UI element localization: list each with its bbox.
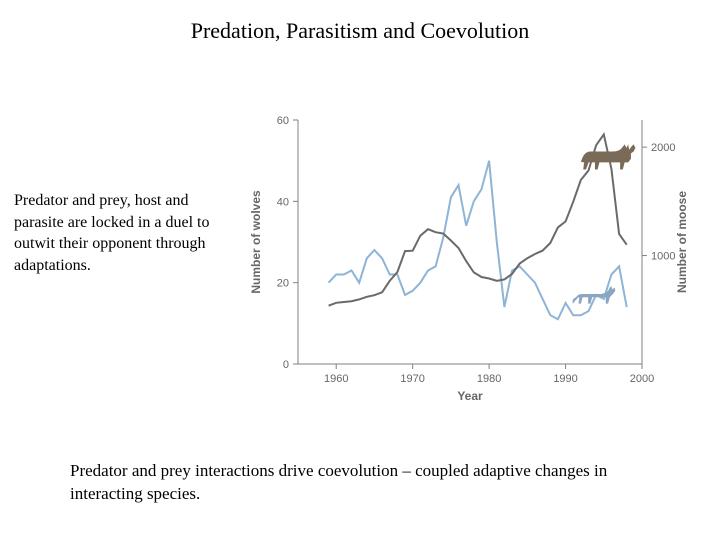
x-axis-label: Year xyxy=(457,389,483,403)
y-right-tick-label: 2000 xyxy=(651,142,675,154)
y-left-tick-label: 0 xyxy=(283,359,289,371)
side-paragraph: Predator and prey, host and parasite are… xyxy=(14,190,224,276)
y-right-tick-label: 1000 xyxy=(651,251,675,263)
y-left-tick-label: 20 xyxy=(277,278,289,290)
y-left-axis-label: Number of wolves xyxy=(249,190,263,294)
x-tick-label: 1980 xyxy=(477,373,501,385)
population-chart: 1960 1970 1980 1990 2000 Year 0 20 40 60 Number of… xyxy=(240,100,700,410)
slide-page: Predation, Parasitism and Coevolution Pr… xyxy=(0,0,720,540)
bottom-paragraph: Predator and prey interactions drive coe… xyxy=(70,460,660,506)
x-tick-label: 1990 xyxy=(553,373,577,385)
y-right-axis-label: Number of moose xyxy=(675,191,689,293)
x-tick-label: 1970 xyxy=(400,373,424,385)
slide-title: Predation, Parasitism and Coevolution xyxy=(0,18,720,44)
chart-svg: 1960 1970 1980 1990 2000 Year 0 20 40 60 Number of… xyxy=(240,100,700,410)
y-left-tick-label: 40 xyxy=(277,196,289,208)
y-left-tick-label: 60 xyxy=(277,115,289,127)
x-tick-label: 2000 xyxy=(630,373,654,385)
x-tick-label: 1960 xyxy=(324,373,348,385)
